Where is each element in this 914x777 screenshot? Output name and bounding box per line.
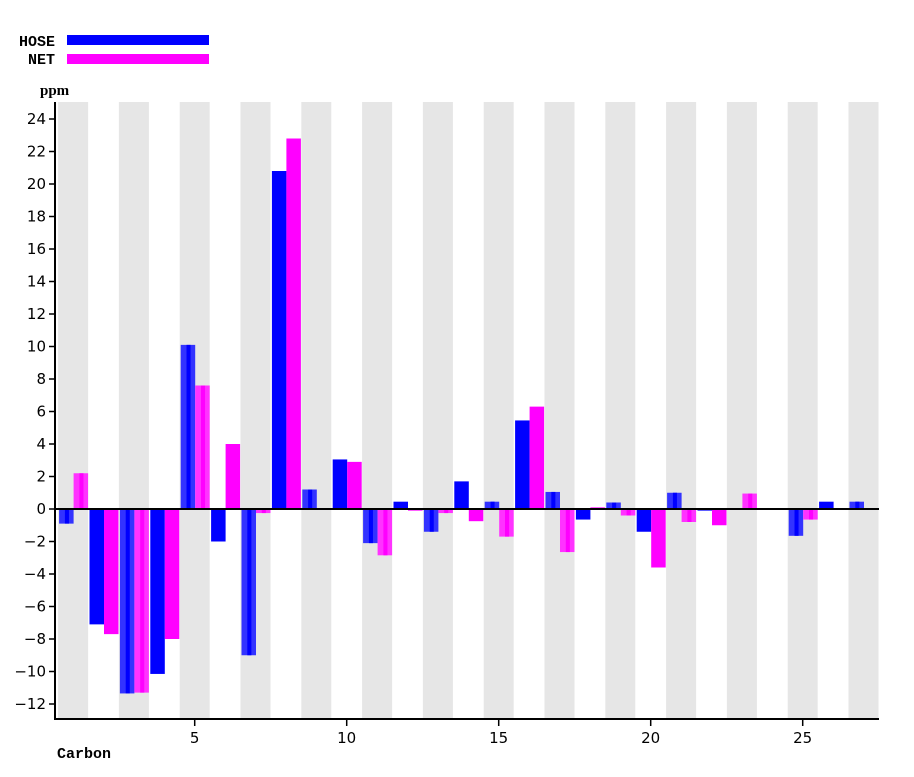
bar-net-carbon-15 [499,509,514,537]
bar-hose-carbon-26 [819,501,834,509]
bar-net-carbon-10 [347,461,362,509]
bar-net-carbon-11 [377,509,393,556]
bar-net-carbon-3 [134,509,149,693]
bar-hose-carbon-5 [180,344,196,509]
y-tick-label: 20 [27,175,46,193]
band-carbon-11 [362,102,393,719]
y-tick-label: 22 [27,143,46,161]
band-carbon-17 [544,102,575,719]
bars [59,138,879,694]
bar-net-carbon-13 [438,509,453,514]
bar-net-carbon-2 [104,509,119,635]
bar-hose-carbon-12 [393,501,408,509]
bar-net-carbon-6 [225,444,241,509]
bar-net-carbon-17 [560,509,575,553]
y-tick-label: −8 [24,630,46,648]
y-tick-label: −4 [24,565,46,583]
band-carbon-15 [483,102,514,719]
bar-net-carbon-20 [651,509,666,568]
band-carbon-1 [58,102,89,719]
bar-hose-carbon-9 [302,489,317,509]
legend-swatch-hose [67,35,209,45]
legend-label-net: NET [28,52,55,69]
bar-hose-carbon-18 [575,509,591,520]
y-tick-label: 2 [36,468,46,486]
y-tick-label: −2 [24,533,46,551]
bar-net-carbon-7 [256,509,271,514]
bar-hose-carbon-16 [515,420,530,509]
y-tick-label: 14 [27,273,46,291]
bar-hose-carbon-8 [271,171,287,509]
bar-net-carbon-25 [803,509,818,520]
bar-net-carbon-1 [73,473,89,509]
y-tick-label: 16 [27,240,46,258]
band-carbon-25 [787,102,818,719]
legend-label-hose: HOSE [19,34,55,51]
y-tick-label: −12 [14,695,46,713]
y-tick-label: 18 [27,208,46,226]
x-tick-label: 15 [489,729,508,747]
bar-hose-carbon-2 [89,509,104,625]
bar-hose-carbon-15 [484,501,500,509]
bar-net-carbon-16 [529,406,545,509]
band-carbon-21 [666,102,697,719]
bar-net-carbon-21 [681,509,697,522]
bar-hose-carbon-1 [59,509,74,524]
legend-swatch-net [67,54,209,64]
bar-net-carbon-23 [742,493,757,509]
y-tick-label: 12 [27,305,46,323]
bar-net-carbon-8 [286,138,301,509]
bar-hose-carbon-3 [119,509,135,694]
y-tick-label: −10 [14,663,46,681]
y-tick-label: 24 [27,110,46,128]
x-tick-label: 25 [793,729,812,747]
bar-hose-carbon-7 [241,509,256,656]
x-tick-label: 5 [190,729,200,747]
bar-hose-carbon-25 [788,509,804,536]
y-tick-label: −6 [24,598,46,616]
x-axis-title: Carbon [57,746,111,763]
bar-hose-carbon-4 [150,509,165,674]
y-tick-label: 10 [27,338,46,356]
bar-net-carbon-19 [620,509,636,516]
bar-net-carbon-22 [712,509,727,526]
y-tick-label: 8 [36,370,46,388]
band-carbon-13 [422,102,453,719]
legend: HOSE NET [19,34,209,69]
y-tick-label: 0 [36,500,46,518]
bar-hose-carbon-27 [849,501,864,509]
band-carbon-9 [301,102,332,719]
band-carbon-27 [848,102,879,719]
bar-hose-carbon-20 [636,509,652,532]
bar-hose-carbon-13 [423,509,439,532]
bar-hose-carbon-14 [454,481,469,509]
bar-hose-carbon-6 [211,509,226,542]
y-tick-label: 4 [36,435,46,453]
bar-net-carbon-4 [164,509,180,639]
bar-net-carbon-5 [195,385,210,509]
band-carbon-19 [605,102,636,719]
bar-hose-carbon-19 [606,502,621,509]
x-tick-label: 10 [337,729,356,747]
band-carbon-23 [726,102,757,719]
bar-hose-carbon-10 [332,459,348,509]
bar-hose-carbon-17 [545,491,560,509]
x-tick-label: 20 [641,729,660,747]
bar-net-carbon-14 [468,509,484,522]
bar-hose-carbon-21 [667,492,682,509]
alternating-bands [58,102,879,719]
y-axis-unit: ppm [40,83,70,99]
bar-hose-carbon-11 [363,509,378,544]
y-tick-label: 6 [36,403,46,421]
